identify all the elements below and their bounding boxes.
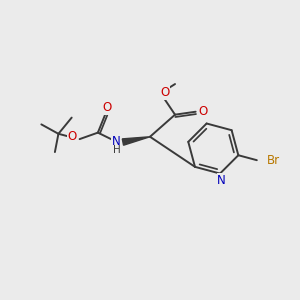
Text: H: H [112,145,120,155]
Polygon shape [122,137,150,145]
Text: O: O [67,130,76,143]
Text: N: N [217,173,226,187]
Text: O: O [102,101,111,114]
Text: Br: Br [267,154,280,167]
Text: N: N [112,135,121,148]
Text: O: O [160,86,169,99]
Text: O: O [198,105,208,118]
